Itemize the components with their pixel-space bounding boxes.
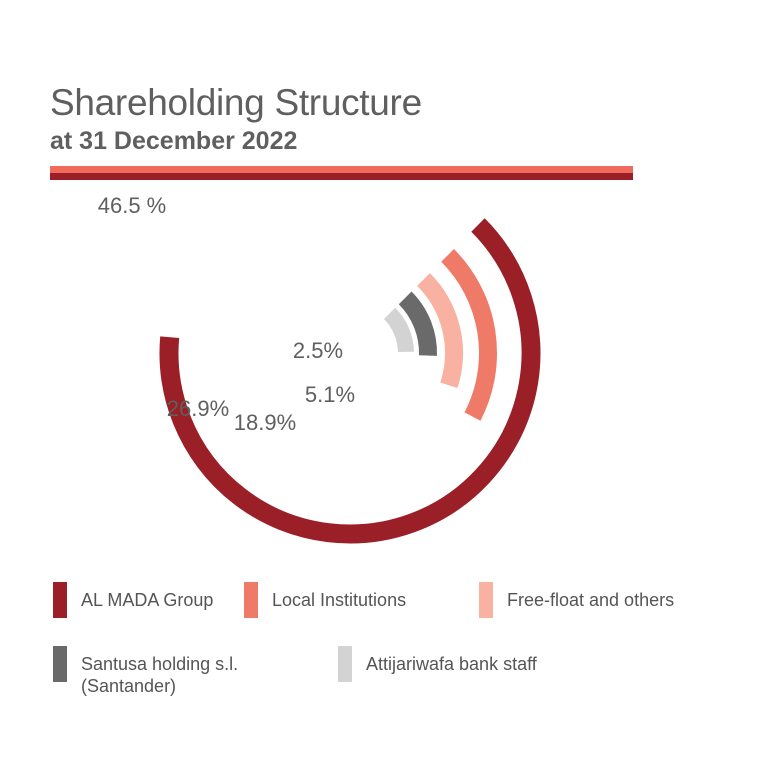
value-label-4: 2.5%: [293, 338, 343, 363]
title-rule-bottom: [50, 173, 633, 180]
value-label-1: 26.9%: [167, 396, 229, 421]
legend-item-2: Free-float and others: [479, 582, 674, 618]
legend-item-4: Attijariwafa bank staff: [338, 646, 537, 682]
chart-arcs: [159, 218, 541, 544]
chart-title: Shareholding Structure: [50, 82, 422, 123]
value-label-3: 5.1%: [305, 382, 355, 407]
legend-item-3: Santusa holding s.l. (Santander): [53, 646, 238, 697]
arc-1: [441, 249, 497, 421]
legend-swatch-0: [53, 582, 67, 618]
legend-label-0: AL MADA Group: [81, 590, 214, 610]
value-label-0: 46.5 %: [98, 193, 167, 218]
legend-label-3: Santusa holding s.l. (Santander): [81, 654, 239, 696]
chart-subtitle: at 31 December 2022: [50, 127, 298, 155]
value-label-2: 18.9%: [234, 410, 296, 435]
arc-4: [383, 307, 414, 353]
arc-0: [159, 218, 541, 544]
chart-value-labels: 46.5 % 26.9%18.9% 5.1% 2.5%: [98, 193, 355, 435]
legend-swatch-1: [244, 582, 258, 618]
legend-item-1: Local Institutions: [244, 582, 406, 618]
legend-swatch-4: [338, 646, 352, 682]
legend-label-4: Attijariwafa bank staff: [366, 654, 537, 674]
legend-item-0: AL MADA Group: [53, 582, 213, 618]
title-rule-top: [50, 166, 633, 173]
arc-3: [398, 291, 437, 356]
legend-label-1: Local Institutions: [272, 590, 407, 610]
legend-label-2: Free-float and others: [507, 590, 675, 610]
arc-2: [417, 273, 463, 389]
legend-swatch-3: [53, 646, 67, 682]
legend-swatch-2: [479, 582, 493, 618]
